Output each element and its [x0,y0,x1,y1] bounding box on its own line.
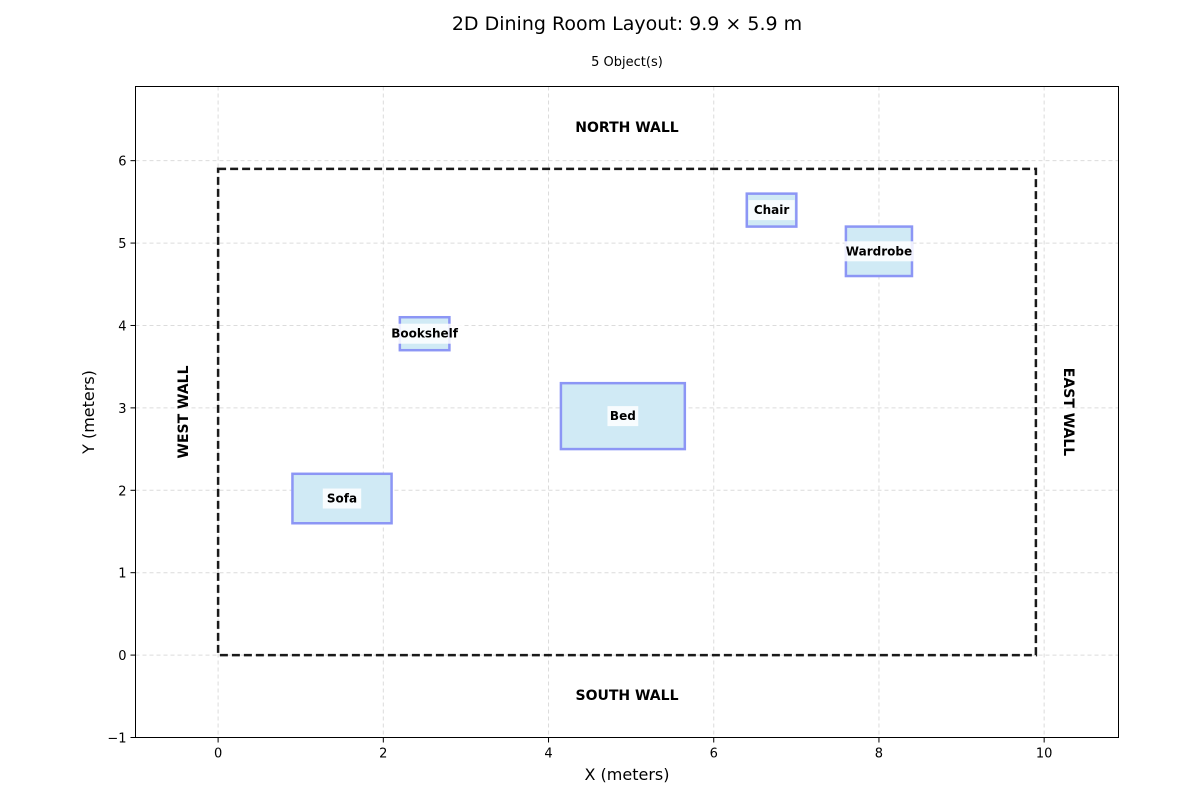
furniture-label: Chair [754,203,790,217]
furniture-sofa: Sofa [291,472,393,525]
y-tick-label: 4 [118,319,126,334]
x-tick-label: 2 [379,747,387,762]
chart-subtitle: 5 Object(s) [591,55,663,70]
y-tick-label: 0 [118,649,126,664]
furniture-label-bg [386,323,463,344]
furniture-label: Wardrobe [846,244,912,258]
x-axis-ticks: 0 2 4 6 8 10 [214,737,1053,762]
furniture-wardrobe: Wardrobe [844,225,914,278]
x-tick-label: 8 [875,747,883,762]
furniture-label-bg [322,488,362,509]
y-tick-label: 2 [118,484,126,499]
x-axis-label: X (meters) [585,765,670,784]
y-tick-label: 3 [118,402,126,417]
south-wall-label: SOUTH WALL [576,688,679,704]
x-tick-label: 10 [1036,747,1053,762]
room-outline [216,167,1038,657]
furniture-chair: Chair [745,192,798,228]
chart-title: 2D Dining Room Layout: 9.9 × 5.9 m [452,13,802,35]
x-tick-label: 6 [710,747,718,762]
furniture-label-bg [748,200,795,221]
west-wall-label: WEST WALL [176,365,192,458]
furniture-label-bg [607,406,639,427]
furniture-bed: Bed [559,381,687,451]
y-tick-label: −1 [107,732,126,747]
furniture-label: Sofa [327,492,357,506]
furniture-label: Bed [610,409,636,423]
grid-lines [135,86,1119,738]
plot-frame [135,86,1119,738]
x-tick-label: 4 [544,747,552,762]
furniture-bookshelf: Bookshelf [386,315,463,352]
room-outline-group [216,167,1038,657]
y-tick-label: 5 [118,237,126,252]
y-axis-label: Y (meters) [79,370,98,455]
east-wall-label: EAST WALL [1060,368,1076,456]
furniture-label-bg [844,241,914,262]
x-tick-label: 0 [214,747,222,762]
y-axis-ticks: −1 0 1 2 3 4 5 6 [107,155,136,747]
north-wall-label: NORTH WALL [575,120,678,136]
y-tick-label: 6 [118,155,126,170]
objects-group: Sofa Bookshelf Bed Chair Wardrobe [291,192,914,525]
furniture-label: Bookshelf [391,327,459,341]
y-tick-label: 1 [118,567,126,582]
